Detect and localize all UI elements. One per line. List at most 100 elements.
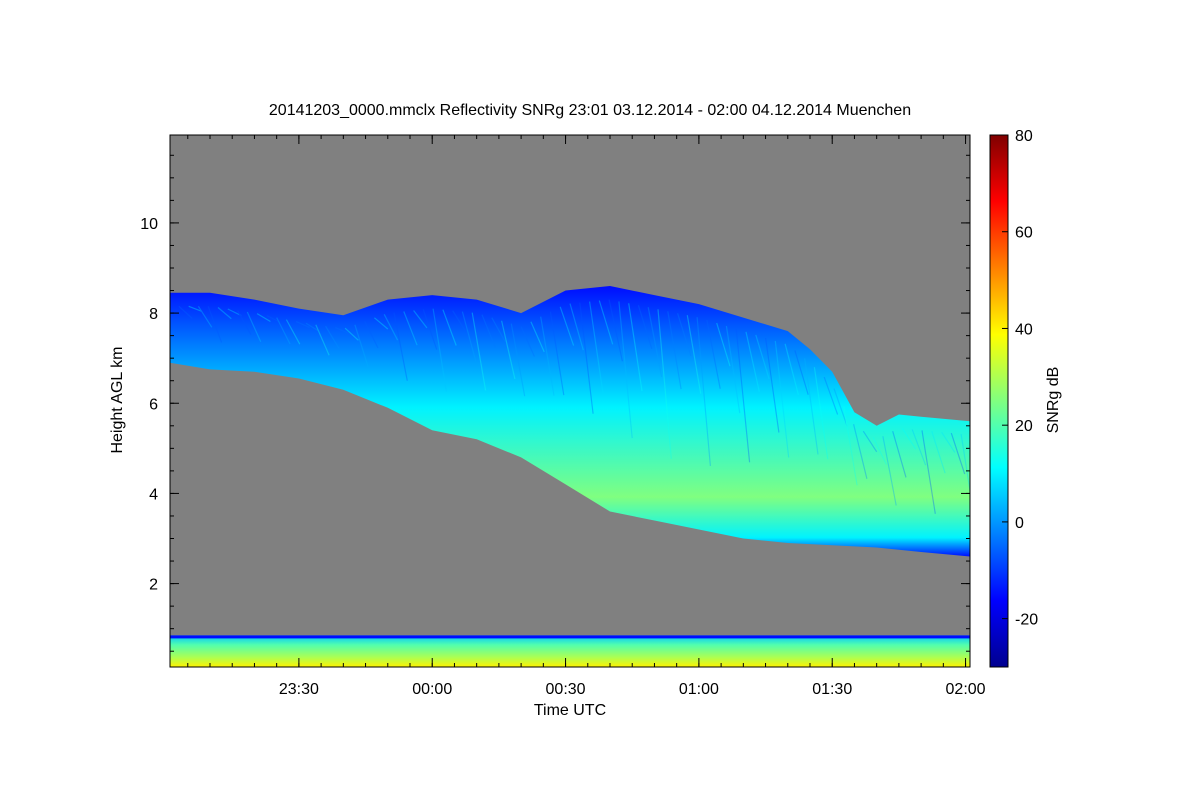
colorbar-label: SNRg dB [1045, 367, 1062, 434]
x-tick-label: 00:30 [546, 681, 586, 698]
cloud-streak [197, 305, 213, 328]
cloud-streak [823, 376, 839, 415]
data-layers [170, 286, 970, 667]
colorbar-tick-label: 40 [1015, 321, 1033, 338]
cloud-layer [170, 286, 970, 557]
cloud-streak [784, 343, 799, 395]
cloud-streak [315, 324, 330, 356]
cloud-streak [452, 310, 467, 333]
cloud-streak [188, 305, 203, 312]
cloud-streak [559, 306, 575, 346]
cloud-streak [950, 432, 966, 475]
y-tick-label: 2 [149, 577, 158, 594]
cloud-streak [510, 323, 526, 397]
cloud-streak [295, 321, 310, 328]
cloud-streak [422, 309, 438, 350]
cloud-streak [813, 367, 829, 460]
y-axis-label: Height AGL km [109, 346, 126, 453]
x-tick-label: 01:30 [812, 681, 852, 698]
cloud-streak [686, 315, 702, 394]
cloud-streak [344, 327, 359, 341]
cloud-streak [383, 314, 399, 341]
cloud-streak [765, 337, 780, 433]
cloud-streak [549, 311, 565, 396]
cloud-streak [647, 307, 663, 378]
cloud-streak [569, 303, 584, 351]
cloud-streak [941, 431, 956, 453]
cloud-streak [227, 308, 242, 317]
cloud-streak [931, 431, 946, 474]
chart-title: 20141203_0000.mmclx Reflectivity SNRg 23… [269, 102, 911, 119]
colorbar-gradient [989, 134, 1009, 668]
x-tick-label: 00:00 [412, 681, 452, 698]
x-axis-label: Time UTC [534, 702, 606, 719]
cloud-streak [305, 322, 320, 332]
cloud-streak [364, 321, 379, 349]
cloud-streak [442, 309, 457, 346]
cloud-streak [325, 325, 340, 349]
cloud-streak [804, 358, 819, 455]
cloud-streak [667, 311, 682, 390]
cloud-streak [892, 431, 907, 478]
cloud-streak [481, 314, 496, 348]
cloud-streak [706, 319, 721, 389]
cloud-streak [696, 317, 711, 466]
cloud-streak [207, 306, 223, 343]
cloud-streak [921, 430, 936, 514]
cloud-streak [618, 301, 633, 439]
cloud-streak [246, 311, 262, 343]
cloud-streak [628, 303, 643, 392]
cloud-streak [657, 309, 672, 459]
colorbar-tick-label: 80 [1015, 128, 1033, 145]
cloud-streak [745, 331, 760, 392]
y-tick-label: 10 [140, 216, 158, 233]
cloud-streak [335, 327, 349, 334]
cloud-streak [530, 321, 545, 353]
cloud-streak [833, 388, 848, 427]
cloud-streak [403, 311, 418, 346]
cloud-streak [843, 406, 858, 486]
y-tick-label: 4 [149, 486, 158, 503]
cloud-streak [256, 313, 271, 323]
cloud-streak [217, 307, 232, 320]
cloud-streak [432, 308, 447, 392]
cloud-streak [755, 334, 770, 380]
cloud-streak [491, 317, 506, 342]
cloud-streak [774, 340, 790, 458]
cloud-streak [540, 316, 555, 396]
colorbar-tick-label: 0 [1015, 515, 1024, 532]
axes: 23:30 00:00 00:30 01:00 01:30 02:00 2 4 6 8 10 [140, 134, 986, 698]
cloud-streak [853, 424, 868, 479]
cloud-streak [608, 299, 623, 362]
cloud-streak [579, 302, 594, 414]
cloud-streak [725, 325, 741, 414]
cloud-streak [598, 300, 614, 345]
colorbar-tick-label: 60 [1015, 225, 1033, 242]
x-tick-label: 01:00 [679, 681, 719, 698]
ground-clutter-band [170, 635, 970, 667]
cloud-streak [882, 436, 897, 506]
x-tick-label: 02:00 [946, 681, 986, 698]
ground-clutter-top [170, 635, 970, 639]
cloud-streak [374, 317, 389, 330]
cloud-streak [461, 311, 477, 362]
cloud-streak [911, 429, 927, 466]
cloud-streak [960, 433, 970, 495]
cloud-streak [677, 313, 692, 357]
colorbar: -20 0 20 40 60 80 [989, 128, 1038, 668]
cloud-streak [354, 324, 369, 368]
cloud-streak [637, 305, 653, 350]
colorbar-tick-label: -20 [1015, 612, 1038, 629]
cloud-streak [266, 315, 281, 323]
cloud-streak [237, 310, 252, 335]
cloud-streak [501, 320, 516, 380]
plot-frame [169, 134, 971, 668]
cloud-streak [285, 319, 301, 345]
cloud-streak [471, 312, 487, 391]
cloud-streak [393, 312, 408, 381]
x-tick-label: 23:30 [279, 681, 319, 698]
cloud-streak [178, 305, 193, 319]
plot-area [170, 135, 970, 667]
cloud-streak [872, 436, 887, 465]
cloud-streak [520, 326, 535, 357]
